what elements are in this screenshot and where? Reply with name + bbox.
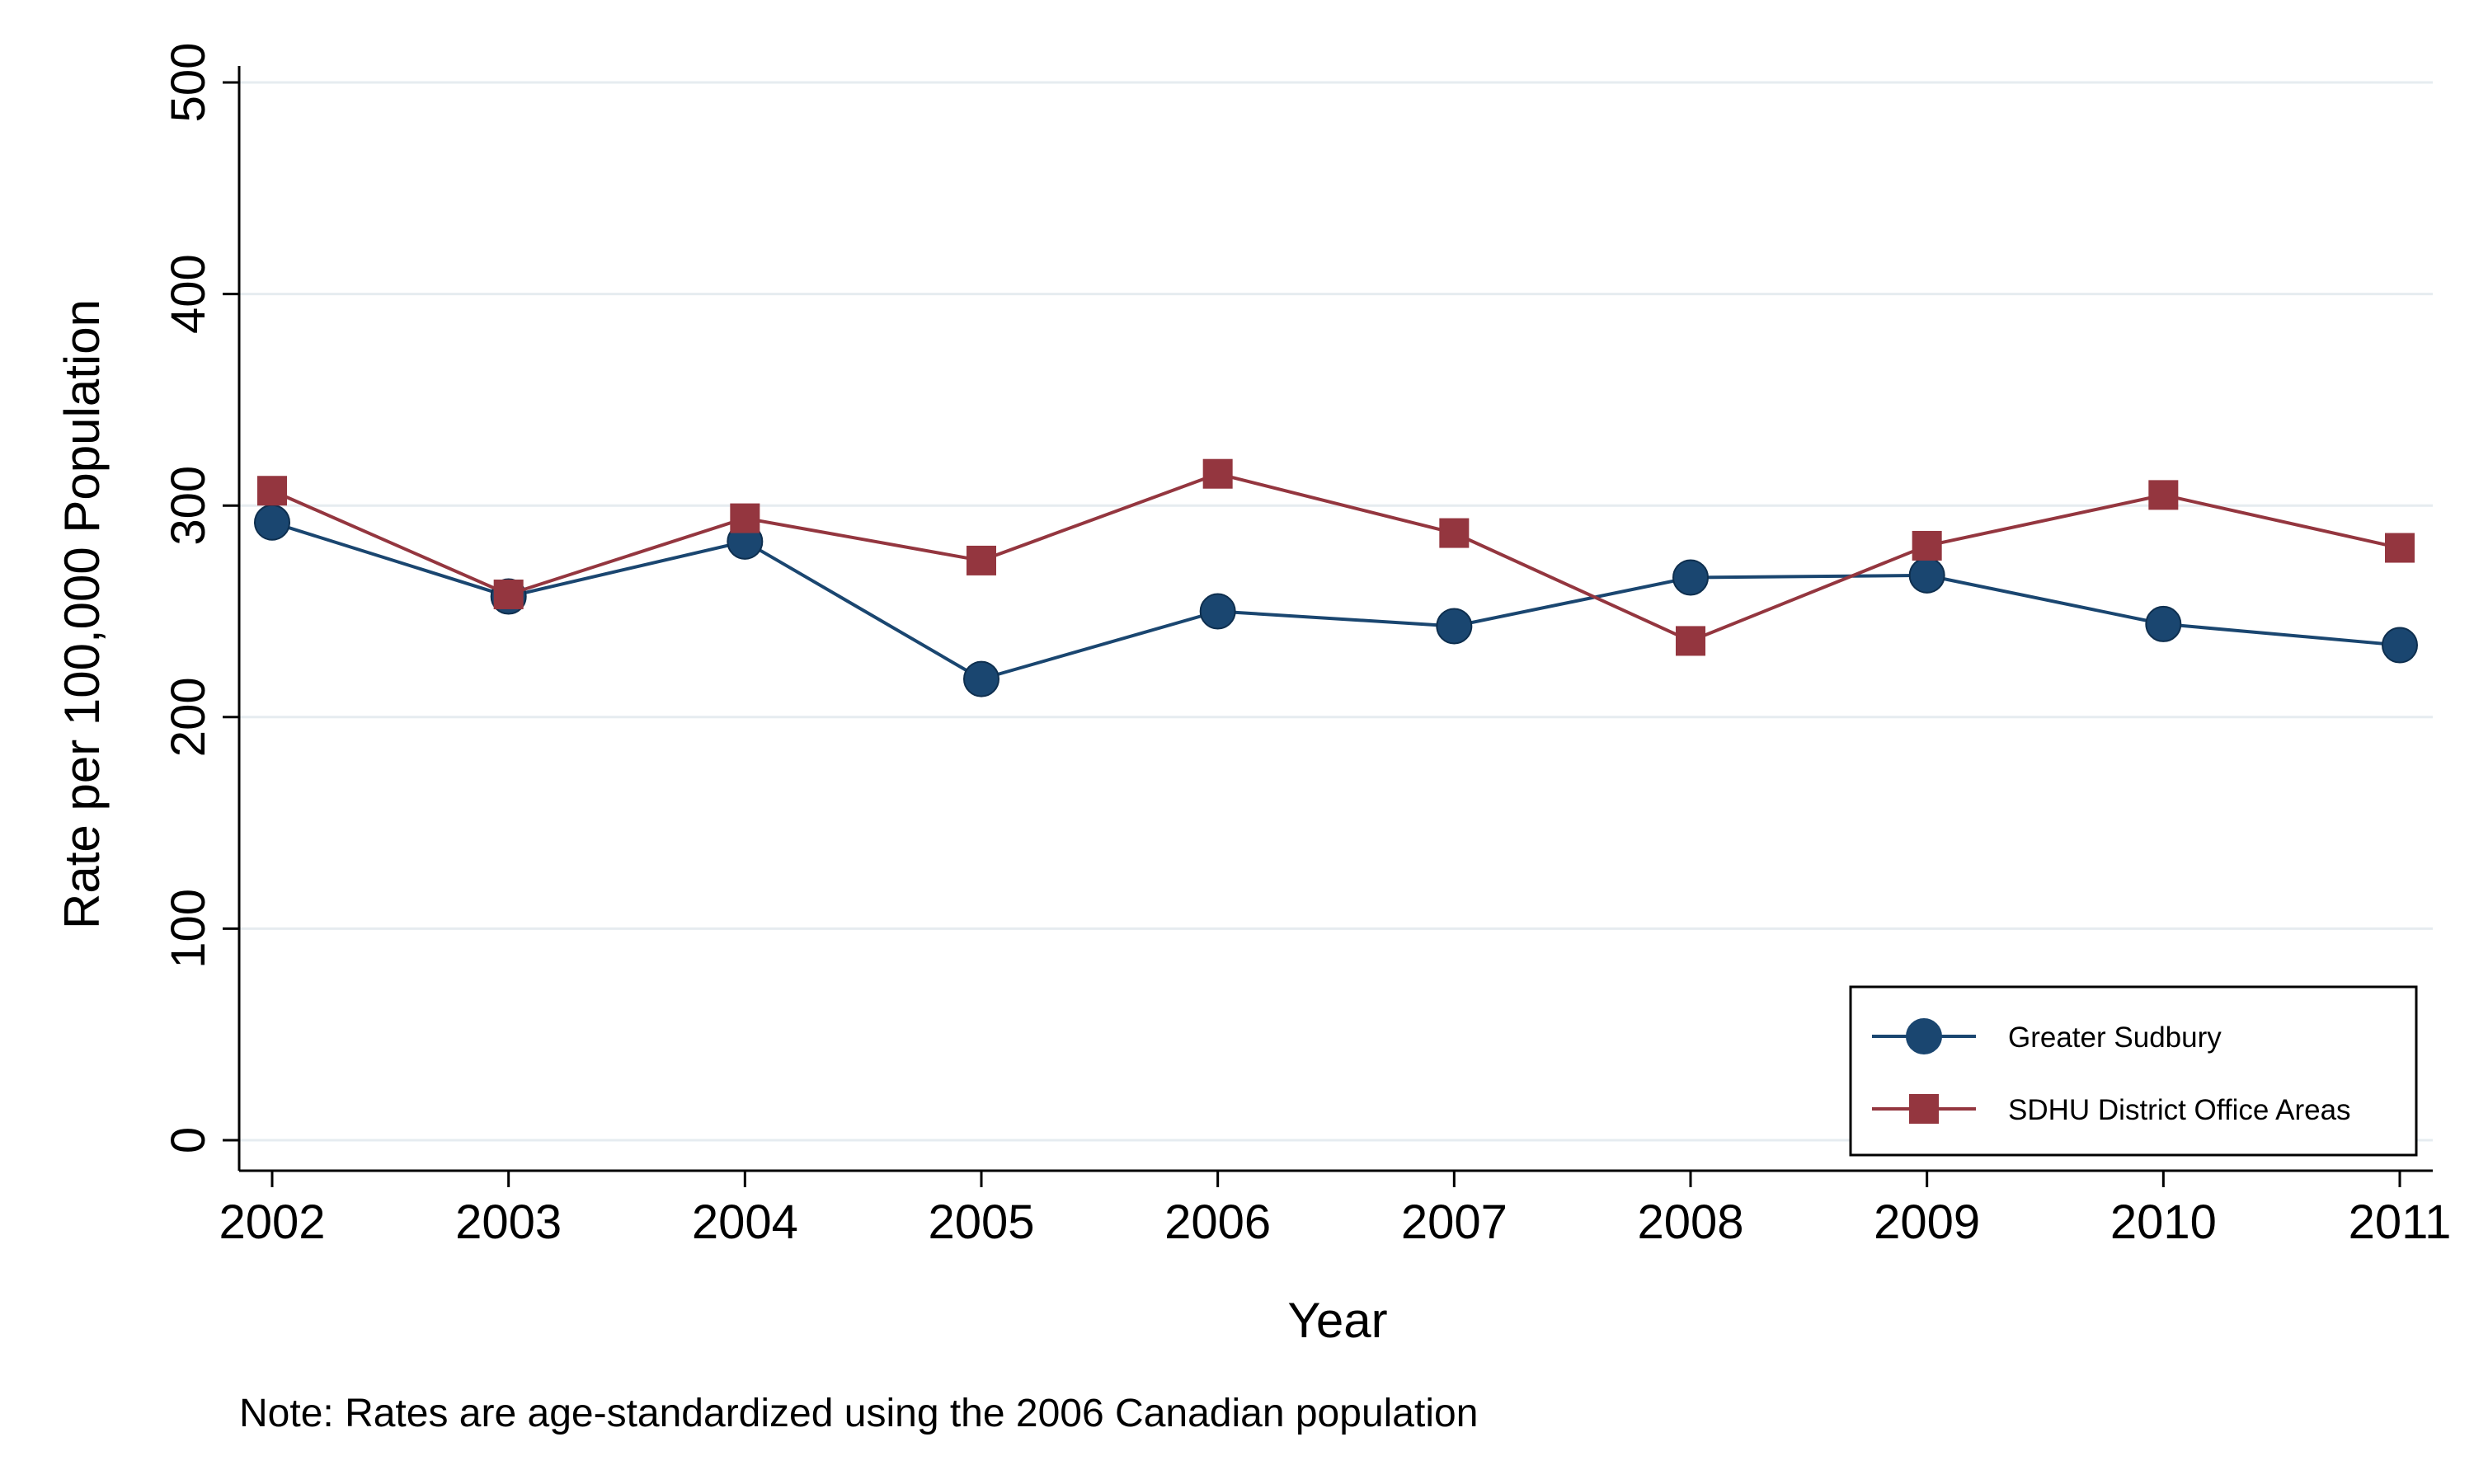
point-sdhu-district-office-areas-2007 [1439,518,1470,548]
y-tick-label-300: 300 [162,466,215,546]
series [254,458,2418,697]
x-tick-label-2007: 2007 [1401,1195,1507,1249]
legend-marker-greater-sudbury [1906,1018,1942,1054]
point-sdhu-district-office-areas-2002 [257,476,287,506]
series-line-greater-sudbury [271,520,2401,681]
point-greater-sudbury-2002 [254,504,290,541]
x-tick-label-2003: 2003 [455,1195,562,1249]
point-greater-sudbury-2011 [2382,627,2418,664]
x-tick-label-2010: 2010 [2110,1195,2217,1249]
point-sdhu-district-office-areas-2010 [2148,480,2179,510]
x-tick-label-2008: 2008 [1637,1195,1743,1249]
point-greater-sudbury-2008 [1672,559,1709,596]
x-tick-label-2002: 2002 [219,1195,325,1249]
legend-marker-sdhu [1909,1094,1939,1124]
axes: 0 100 200 300 400 500 2002 2003 2004 2005 2006 2007… [162,43,2451,1249]
x-tick-label-2005: 2005 [928,1195,1034,1249]
series-line-sdhu-district-office-areas [271,472,2401,643]
legend: Greater Sudbury SDHU District Office Are… [1849,985,2418,1157]
chart-note: Note: Rates are age-standardized using t… [239,1392,1478,1435]
point-sdhu-district-office-areas-2004 [730,503,760,533]
y-tick-label-400: 400 [162,254,215,334]
x-tick-label-2006: 2006 [1164,1195,1271,1249]
y-tick-label-0: 0 [162,1127,215,1153]
x-axis-label: Year [1287,1293,1387,1348]
legend-label-greater-sudbury: Greater Sudbury [2008,1021,2222,1054]
legend-box [1849,985,2418,1157]
point-sdhu-district-office-areas-2011 [2385,533,2415,563]
x-tick-label-2004: 2004 [692,1195,798,1249]
x-tick-label-2009: 2009 [1874,1195,1980,1249]
point-greater-sudbury-2007 [1436,608,1473,645]
point-greater-sudbury-2009 [1908,556,1945,594]
point-sdhu-district-office-areas-2005 [967,545,996,575]
point-sdhu-district-office-areas-2008 [1676,626,1705,656]
point-greater-sudbury-2005 [963,660,999,697]
point-sdhu-district-office-areas-2009 [1912,530,1942,561]
point-greater-sudbury-2010 [2145,605,2182,642]
point-greater-sudbury-2006 [1199,593,1236,630]
point-sdhu-district-office-areas-2006 [1202,458,1233,489]
point-sdhu-district-office-areas-2003 [493,579,524,609]
legend-label-sdhu: SDHU District Office Areas [2008,1094,2351,1126]
y-axis-label: Rate per 100,000 Population [54,299,110,929]
y-tick-label-200: 200 [162,677,215,757]
y-tick-label-500: 500 [162,43,215,123]
x-tick-label-2011: 2011 [2349,1195,2452,1249]
y-tick-label-100: 100 [162,889,215,969]
